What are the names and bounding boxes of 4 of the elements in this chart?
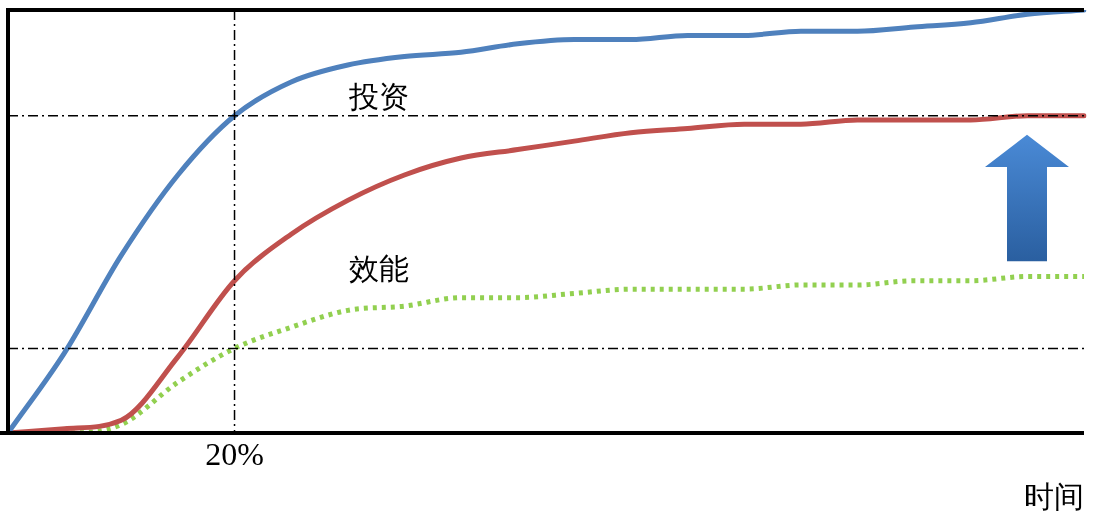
- series-label: 投资: [348, 79, 410, 115]
- text: 20%: [205, 436, 264, 473]
- x-axis-title: 时间: [1024, 478, 1084, 514]
- series-label: 效能: [349, 250, 410, 286]
